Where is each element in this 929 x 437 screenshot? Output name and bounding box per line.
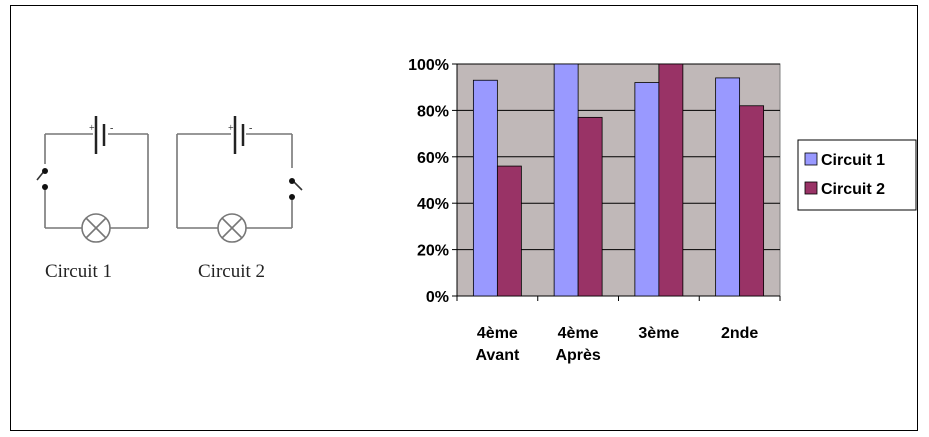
bar-circuit-2 (577, 116, 603, 297)
bar-circuit-2 (496, 165, 522, 297)
bar-circuit-1 (634, 82, 660, 297)
legend-swatch (804, 181, 818, 195)
legend-swatch (804, 152, 818, 166)
bar-circuit-1 (715, 77, 741, 297)
circuit-2-switch-contact (289, 194, 295, 200)
circuit-2-switch-contact (289, 178, 295, 184)
circuit-1-switch-contact (42, 184, 48, 190)
bar-circuit-1 (553, 63, 579, 297)
bar-circuit-2 (739, 105, 765, 297)
circuit-2-diagram (176, 133, 303, 243)
circuit-1-diagram (36, 133, 149, 243)
x-tick-label: Après (555, 347, 600, 364)
legend-label: Circuit 2 (821, 181, 885, 198)
y-tick-label: 80% (417, 103, 449, 120)
x-tick-label: Avant (475, 347, 520, 364)
y-tick-label: 0% (426, 289, 449, 306)
circuit-1-battery-plus: + (89, 123, 95, 134)
circuit-2-battery-plus: + (228, 123, 234, 134)
y-tick-label: 60% (417, 150, 449, 167)
x-tick-label: 2nde (721, 325, 758, 342)
y-tick-label: 20% (417, 243, 449, 260)
circuit-2-battery-icon (233, 116, 245, 154)
circuit-2-battery-minus: - (249, 123, 252, 134)
circuit-1-battery-icon (94, 116, 106, 154)
circuit-1-switch-contact (42, 168, 48, 174)
bar-circuit-2 (658, 63, 684, 297)
legend-box (797, 139, 917, 211)
circuit-2-label: Circuit 2 (198, 261, 265, 282)
circuit-1-battery-minus: - (110, 123, 113, 134)
circuit-1-label: Circuit 1 (45, 261, 112, 282)
x-tick-label: 4ème (477, 325, 518, 342)
bar-circuit-1 (472, 79, 498, 297)
x-tick-label: 3ème (638, 325, 679, 342)
legend-label: Circuit 1 (821, 152, 885, 169)
x-tick-label: 4ème (558, 325, 599, 342)
bar-chart: 0% 20% 40% 60% 80% 100% 4ème Avant 4ème Après 3ème… (408, 57, 917, 364)
y-tick-label: 40% (417, 196, 449, 213)
y-tick-label: 100% (408, 57, 449, 74)
